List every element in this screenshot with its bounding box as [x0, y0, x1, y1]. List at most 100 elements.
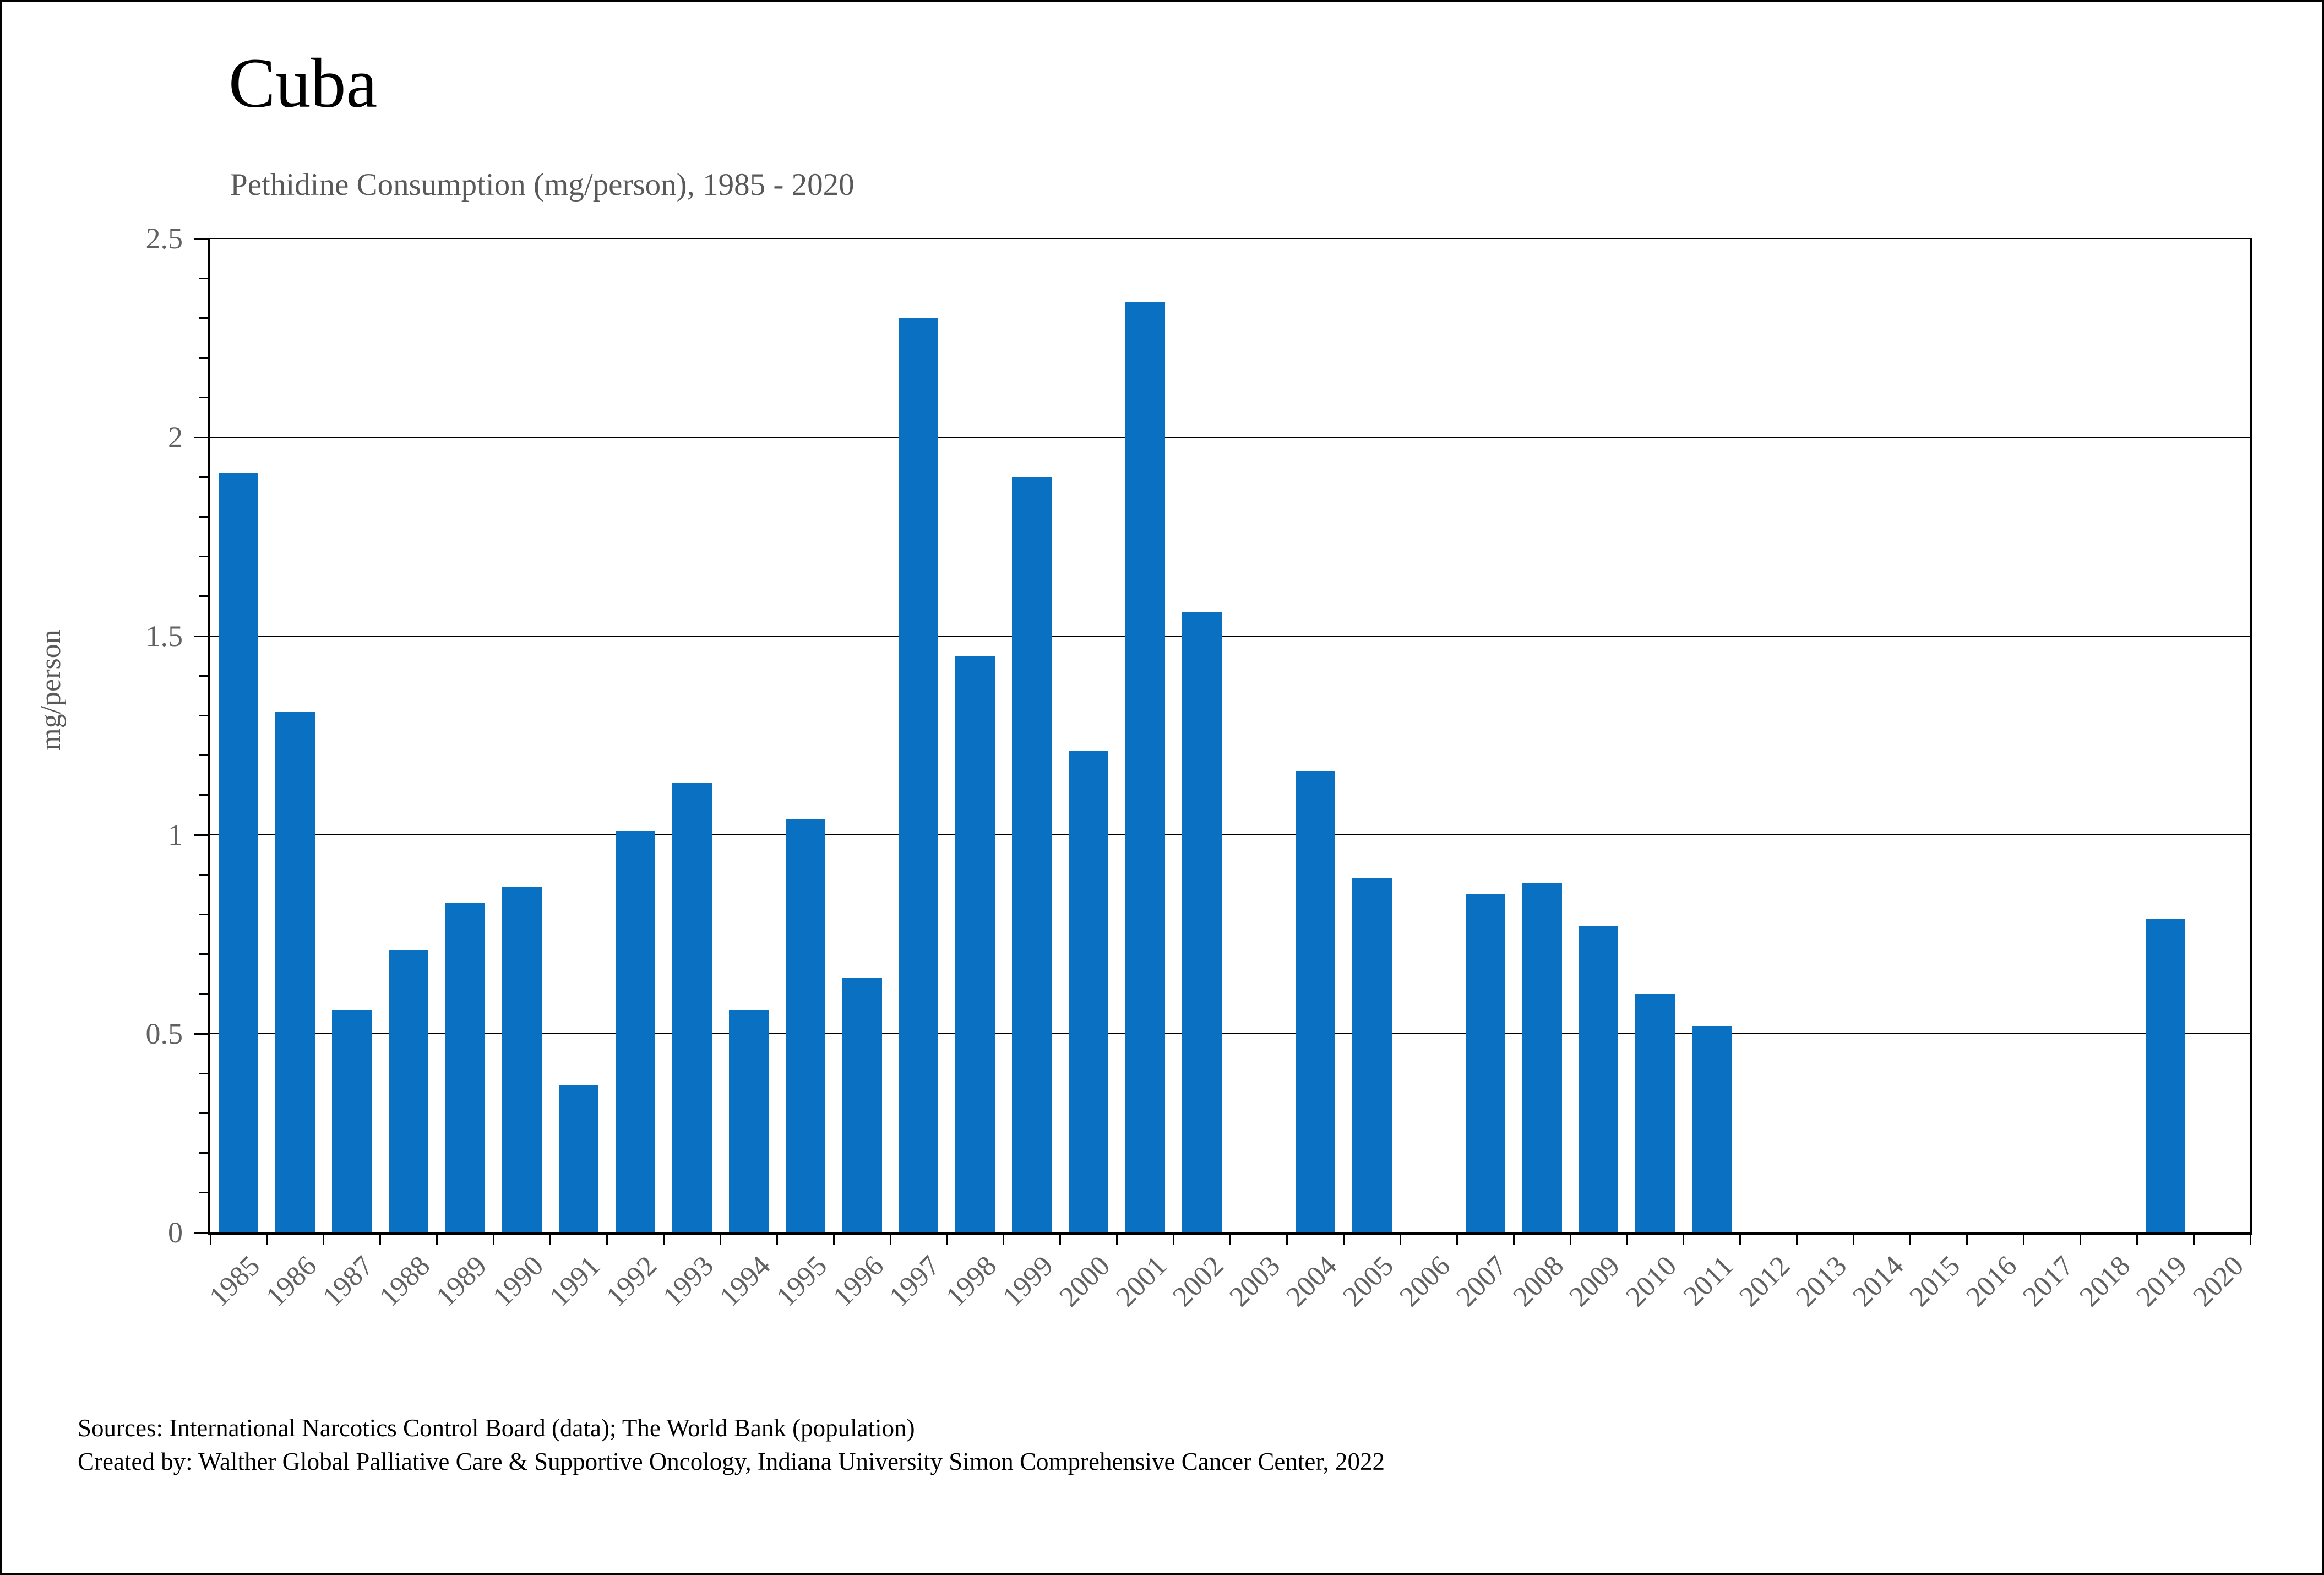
x-tick — [2079, 1232, 2081, 1245]
bar-2002 — [1182, 612, 1222, 1232]
x-tick — [379, 1232, 382, 1245]
source-footer: Sources: International Narcotics Control… — [78, 1411, 1385, 1479]
x-label-text-1999: 1999 — [997, 1250, 1060, 1313]
y-tick-label-2: 2 — [168, 421, 183, 454]
x-label-text-1992: 1992 — [600, 1250, 663, 1313]
gridline-y-0.5 — [210, 1033, 2250, 1034]
bar-1994 — [728, 1009, 769, 1232]
x-tick — [1909, 1232, 1911, 1245]
source-line: Sources: International Narcotics Control… — [78, 1414, 915, 1442]
x-tick — [1683, 1232, 1685, 1245]
y-minor-tick — [199, 754, 208, 757]
x-label-text-2007: 2007 — [1450, 1250, 1513, 1313]
y-minor-tick — [199, 277, 208, 279]
bar-1998 — [955, 656, 995, 1232]
x-label-text-1987: 1987 — [317, 1250, 380, 1313]
x-label-text-2003: 2003 — [1223, 1250, 1287, 1313]
y-minor-tick — [199, 913, 208, 915]
x-tick — [662, 1232, 665, 1245]
x-tick — [1853, 1232, 1855, 1245]
x-label-text-2009: 2009 — [1563, 1250, 1626, 1313]
y-major-tick-2.5 — [194, 237, 208, 240]
x-label-text-2018: 2018 — [2073, 1250, 2136, 1313]
bar-2004 — [1295, 771, 1335, 1232]
x-tick — [889, 1232, 891, 1245]
y-minor-tick — [199, 1152, 208, 1154]
x-tick — [1569, 1232, 1571, 1245]
x-label-text-2015: 2015 — [1903, 1250, 1967, 1313]
y-major-tick-1.5 — [194, 635, 208, 637]
x-tick — [776, 1232, 778, 1245]
x-label-text-1991: 1991 — [543, 1250, 607, 1313]
bar-1999 — [1012, 477, 1052, 1232]
y-minor-tick — [199, 476, 208, 478]
bar-2000 — [1069, 751, 1109, 1232]
y-minor-tick — [199, 1112, 208, 1114]
y-major-tick-0 — [194, 1231, 208, 1234]
x-label-text-2019: 2019 — [2130, 1250, 2193, 1313]
x-tick — [1286, 1232, 1288, 1245]
x-tick — [606, 1232, 608, 1245]
x-label-text-2004: 2004 — [1280, 1250, 1343, 1313]
y-tick-label-2.5: 2.5 — [145, 222, 183, 255]
gridline-y-1 — [210, 834, 2250, 835]
x-label-text-2013: 2013 — [1790, 1250, 1853, 1313]
y-tick-label-1: 1 — [168, 818, 183, 851]
bar-1986 — [275, 712, 315, 1232]
gridline-y-1.5 — [210, 636, 2250, 637]
bar-2011 — [1692, 1025, 1732, 1232]
plot-area: 0 0.5 1 1.5 2 2.5 1985 1986 1987 1988 1989 1990 1991… — [146, 224, 2252, 1313]
gridline-y-2.5 — [210, 238, 2250, 239]
x-tick — [832, 1232, 835, 1245]
bar-1995 — [785, 819, 825, 1232]
y-major-tick-0.5 — [194, 1033, 208, 1035]
x-tick — [2192, 1232, 2195, 1245]
x-tick — [1796, 1232, 1798, 1245]
bar-1993 — [672, 783, 712, 1232]
x-tick — [2249, 1232, 2251, 1245]
bar-2009 — [1579, 926, 1619, 1232]
x-tick — [1116, 1232, 1118, 1245]
bar-1991 — [558, 1085, 598, 1232]
x-tick — [1229, 1232, 1231, 1245]
x-label-text-2011: 2011 — [1677, 1250, 1740, 1312]
x-label-text-1994: 1994 — [714, 1250, 776, 1313]
bar-1988 — [389, 950, 429, 1232]
x-tick — [719, 1232, 721, 1245]
gridline-y-2 — [210, 437, 2250, 438]
x-tick — [1739, 1232, 1741, 1245]
x-tick — [1173, 1232, 1175, 1245]
x-tick — [946, 1232, 948, 1245]
credit-line: Created by: Walther Global Palliative Ca… — [78, 1447, 1385, 1475]
bar-1990 — [502, 886, 542, 1232]
y-minor-tick — [199, 357, 208, 359]
y-tick-label-0: 0 — [168, 1216, 183, 1249]
bar-1987 — [332, 1009, 372, 1232]
x-tick — [1512, 1232, 1515, 1245]
x-tick — [1059, 1232, 1062, 1245]
x-tick — [1342, 1232, 1345, 1245]
x-label-text-2012: 2012 — [1733, 1250, 1797, 1313]
x-label-text-2001: 2001 — [1110, 1250, 1173, 1313]
x-label-text-1997: 1997 — [883, 1250, 946, 1313]
bar-2010 — [1635, 993, 1675, 1232]
y-minor-tick — [199, 1072, 208, 1074]
bar-1992 — [615, 830, 655, 1232]
x-label-text-1998: 1998 — [940, 1250, 1003, 1313]
x-label-text-2000: 2000 — [1053, 1250, 1117, 1313]
bar-2007 — [1465, 894, 1505, 1232]
chart-title: Cuba — [228, 44, 378, 122]
x-label-text-1995: 1995 — [770, 1250, 833, 1313]
x-label-text-2008: 2008 — [1506, 1250, 1570, 1313]
x-tick — [266, 1232, 268, 1245]
y-minor-tick — [199, 953, 208, 955]
x-label-text-1990: 1990 — [487, 1250, 550, 1313]
y-minor-tick — [199, 675, 208, 677]
chart-subtitle: Pethidine Consumption (mg/person), 1985 … — [230, 167, 855, 202]
y-minor-tick — [199, 397, 208, 399]
x-label-text-1993: 1993 — [657, 1250, 720, 1313]
bar-1997 — [899, 318, 939, 1232]
x-label-text-1996: 1996 — [826, 1250, 890, 1313]
x-tick — [549, 1232, 551, 1245]
y-minor-tick — [199, 794, 208, 796]
